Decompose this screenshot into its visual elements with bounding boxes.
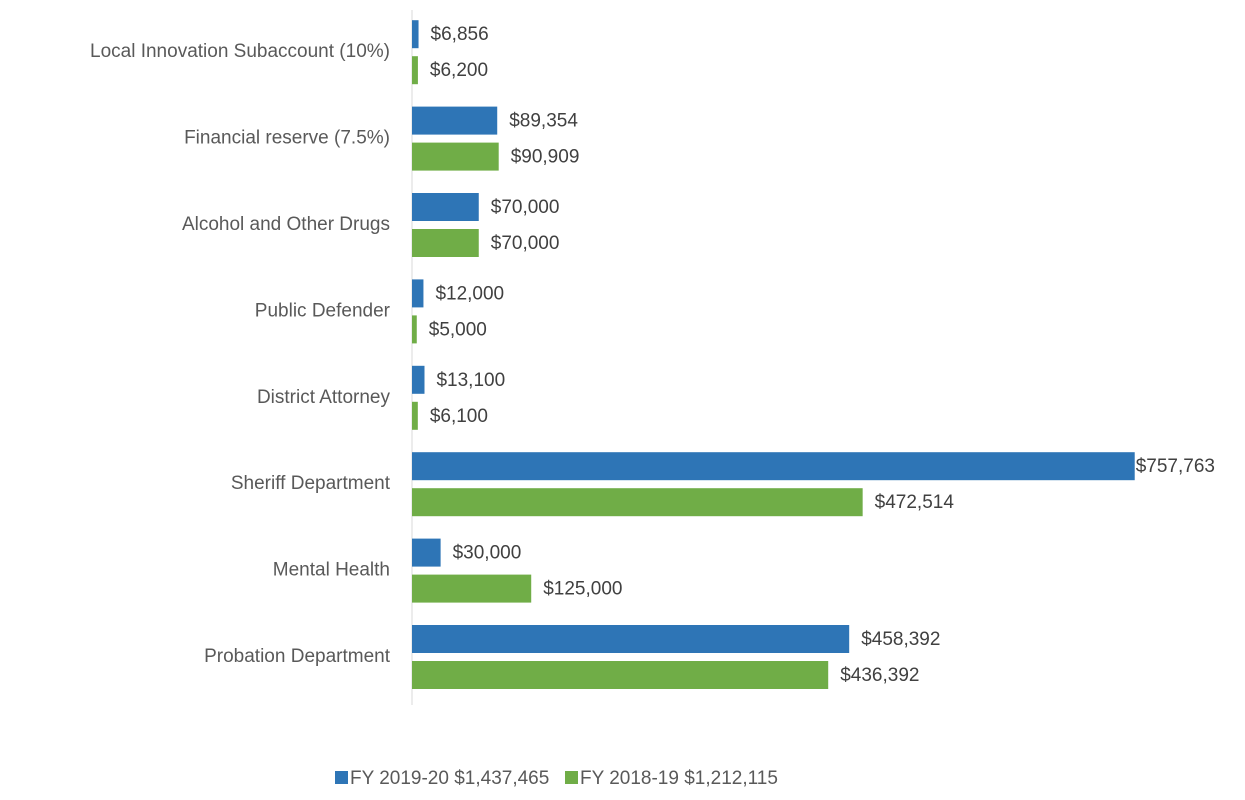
legend-label: FY 2018-19 $1,212,115 (580, 768, 778, 789)
category-label: Financial reserve (7.5%) (184, 128, 390, 149)
data-label: $757,763 (1136, 456, 1215, 477)
bar (412, 229, 479, 257)
bar (412, 20, 419, 49)
data-label: $30,000 (453, 543, 522, 564)
bar (412, 401, 418, 430)
bar (412, 365, 425, 394)
data-label: $12,000 (435, 283, 504, 304)
bar (412, 625, 850, 653)
data-label: $458,392 (861, 629, 940, 650)
bar (412, 56, 418, 85)
data-label: $125,000 (543, 579, 622, 600)
category-label: Mental Health (273, 560, 390, 581)
data-label: $70,000 (491, 197, 560, 218)
bar (412, 488, 863, 517)
data-label: $70,000 (491, 233, 560, 254)
bar (412, 574, 532, 603)
data-label: $6,200 (430, 60, 488, 81)
data-label: $472,514 (875, 492, 955, 513)
category-label: Sheriff Department (231, 473, 391, 494)
data-label: $5,000 (429, 319, 487, 340)
legend-swatch (565, 771, 578, 784)
bar (412, 661, 829, 689)
category-label: Public Defender (255, 300, 391, 321)
bar (412, 142, 499, 171)
data-label: $6,100 (430, 406, 488, 427)
data-label: $90,909 (511, 147, 580, 168)
legend-swatch (335, 771, 348, 784)
category-label: Alcohol and Other Drugs (182, 214, 390, 235)
data-label: $6,856 (431, 24, 489, 45)
category-label: Local Innovation Subaccount (10%) (90, 41, 390, 62)
bar (412, 193, 479, 221)
category-label: Probation Department (204, 646, 391, 667)
data-label: $13,100 (436, 370, 505, 391)
category-label: District Attorney (257, 387, 391, 408)
bar (412, 279, 424, 308)
data-label: $436,392 (840, 665, 919, 686)
bar (412, 452, 1135, 481)
bar (412, 538, 441, 567)
bar (412, 106, 498, 135)
legend-label: FY 2019-20 $1,437,465 (350, 768, 549, 789)
data-label: $89,354 (509, 111, 578, 132)
bar (412, 315, 417, 344)
